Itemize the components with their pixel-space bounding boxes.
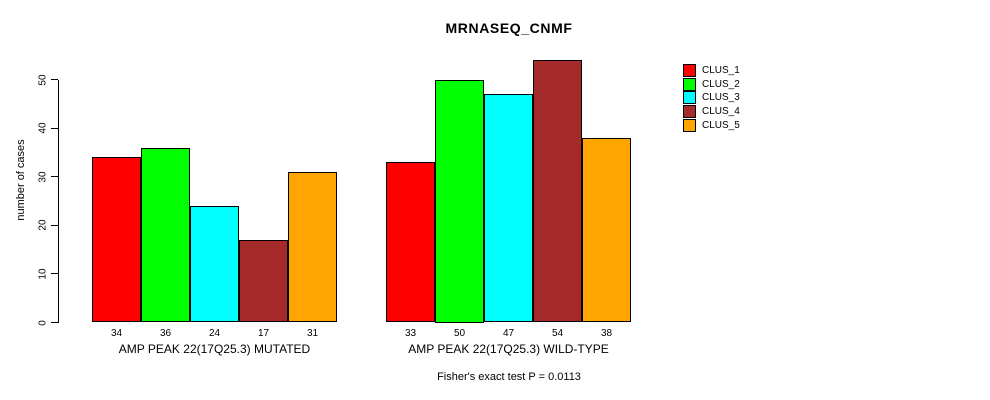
legend-row: CLUS_5 bbox=[683, 118, 740, 132]
bar-clus_2 bbox=[435, 79, 484, 323]
bar-clus_3 bbox=[190, 205, 239, 323]
y-tick-label: 40 bbox=[37, 122, 49, 134]
legend-label: CLUS_3 bbox=[702, 92, 740, 104]
y-axis-tick bbox=[51, 79, 58, 80]
bar-clus_4 bbox=[239, 239, 288, 323]
y-axis-tick bbox=[51, 224, 58, 226]
bar-clus_1 bbox=[92, 157, 141, 323]
bar-value-label: 54 bbox=[551, 328, 564, 339]
y-tick-label: 10 bbox=[37, 268, 49, 280]
legend-row: CLUS_3 bbox=[683, 91, 740, 105]
bar-value-label: 50 bbox=[453, 328, 466, 339]
legend-swatch bbox=[683, 91, 696, 105]
y-tick-label: 30 bbox=[37, 171, 49, 183]
bar-clus_4 bbox=[533, 60, 582, 323]
bar-value-label: 36 bbox=[159, 328, 172, 339]
bar-value-label: 38 bbox=[600, 328, 613, 339]
chart-title: MRNASEQ_CNMF bbox=[445, 20, 573, 36]
bar-value-label: 17 bbox=[257, 328, 270, 339]
legend-label: CLUS_2 bbox=[702, 78, 740, 90]
y-axis-label: number of cases bbox=[15, 139, 27, 221]
legend-swatch bbox=[683, 64, 696, 78]
x-axis-group-label: AMP PEAK 22(17Q25.3) WILD-TYPE bbox=[408, 342, 609, 356]
y-axis-line bbox=[58, 79, 59, 323]
footnote-pvalue: Fisher's exact test P = 0.0113 bbox=[437, 371, 581, 383]
legend-row: CLUS_4 bbox=[683, 105, 740, 119]
y-axis-tick bbox=[51, 322, 58, 323]
y-tick-label: 0 bbox=[37, 319, 49, 326]
bar-clus_5 bbox=[288, 171, 337, 323]
legend-swatch bbox=[683, 77, 696, 91]
bar-value-label: 33 bbox=[404, 328, 417, 339]
legend-row: CLUS_2 bbox=[683, 77, 740, 92]
x-axis-group-label: AMP PEAK 22(17Q25.3) MUTATED bbox=[118, 342, 311, 356]
bar-value-label: 31 bbox=[306, 328, 319, 339]
bar-value-label: 24 bbox=[208, 328, 221, 339]
legend-swatch bbox=[683, 105, 696, 119]
y-axis-tick bbox=[51, 273, 58, 275]
legend-label: CLUS_4 bbox=[702, 106, 740, 118]
bar-clus_2 bbox=[141, 147, 190, 323]
bar-clus_5 bbox=[582, 137, 631, 323]
bar-value-label: 47 bbox=[502, 328, 515, 339]
y-axis-tick bbox=[51, 127, 58, 129]
legend: CLUS_1 CLUS_2 CLUS_3 CLUS_4 CLUS_5 bbox=[683, 64, 740, 132]
bar-value-label: 34 bbox=[110, 328, 123, 339]
legend-row: CLUS_1 bbox=[683, 64, 740, 78]
legend-label: CLUS_5 bbox=[702, 119, 740, 131]
legend-label: CLUS_1 bbox=[702, 65, 740, 77]
y-axis-tick bbox=[51, 176, 58, 178]
legend-swatch bbox=[683, 118, 696, 132]
y-tick-label: 20 bbox=[37, 219, 49, 231]
bar-clus_3 bbox=[484, 94, 533, 323]
y-tick-label: 50 bbox=[37, 73, 49, 86]
bar-clus_1 bbox=[386, 162, 435, 323]
